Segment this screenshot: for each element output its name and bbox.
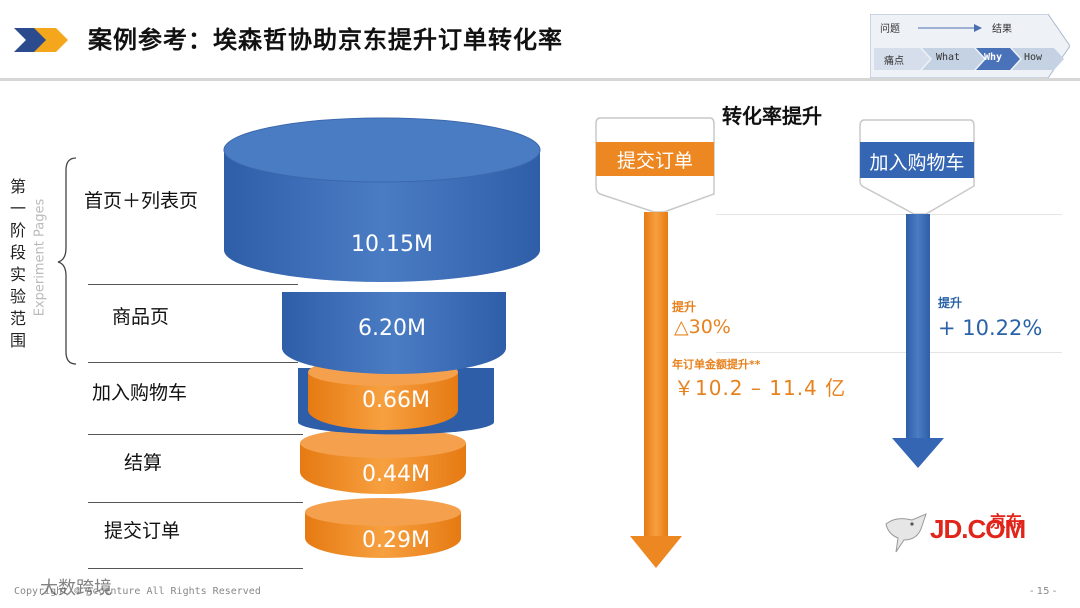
add-to-cart-arrow [859,119,975,468]
conversion-lift-heading: 转化率提升 [722,104,822,128]
stage-divider [88,502,303,503]
funnel-value-submit: 0.29M [362,528,430,553]
funnel-layer-cart [308,372,458,430]
stage-divider [88,434,303,435]
submit-lift-value: △30% [674,316,731,338]
submit-lift-label: 提升 [672,300,697,314]
funnel-value-home: 10.15M [351,232,433,257]
scope-brace [57,157,77,365]
add-to-cart-callout-label: 加入购物车 [869,152,965,174]
progress-step-pain: 痛点 [884,56,904,67]
page-title: 案例参考：埃森哲协助京东提升订单转化率 [88,26,563,54]
progress-problem-label: 问题 [880,24,900,35]
funnel-value-checkout: 0.44M [362,462,430,487]
stage-add-to-cart: 加入购物车 [92,382,188,404]
progress-step-what: What [936,52,961,63]
stage-submit-order: 提交订单 [104,520,181,542]
progress-step-why: Why [984,52,1003,63]
funnel-layer-home [224,150,540,282]
header-divider [0,78,1080,81]
cart-lift-label: 提升 [938,296,963,310]
funnel-layer-product [282,292,506,374]
stage-divider [88,284,298,285]
lift-guideline [716,214,1062,215]
annual-order-label: 年订单金额提升** [672,358,761,371]
progress-result-label: 结果 [992,24,1012,35]
funnel-value-cart: 0.66M [362,388,430,413]
stage-divider [88,568,303,569]
experiment-scope-label: 第一阶段实验范围 [10,177,27,350]
header-chevron-icon [14,28,68,52]
watermark: 大数跨境 [40,578,112,599]
conversion-funnel [223,117,541,558]
experiment-pages-label: Experiment Pages [32,198,48,317]
stage-checkout: 结算 [124,452,163,474]
annual-order-value: ￥10.2 – 11.4 亿 [674,376,847,400]
cart-lift-value: + 10.22% [938,316,1043,340]
stage-product: 商品页 [112,306,170,328]
page-number: - 15 - [1030,586,1057,597]
lift-guideline [716,352,1062,353]
jd-logo-text: JD.COM [930,514,1026,544]
progress-indicator: 问题 结果 痛点 What Why How [870,14,1070,78]
jd-dog-icon [885,513,927,553]
stage-divider [88,362,298,363]
submit-order-callout-label: 提交订单 [616,150,693,172]
stage-home-list: 首页＋列表页 [84,190,199,212]
funnel-value-product: 6.20M [358,316,426,341]
progress-step-how: How [1024,52,1043,63]
jd-logo-cn: 京东 [990,512,1023,531]
copyright-text: Copyright © Accenture All Rights Reserve… [14,586,261,597]
submit-order-arrow [595,117,715,568]
